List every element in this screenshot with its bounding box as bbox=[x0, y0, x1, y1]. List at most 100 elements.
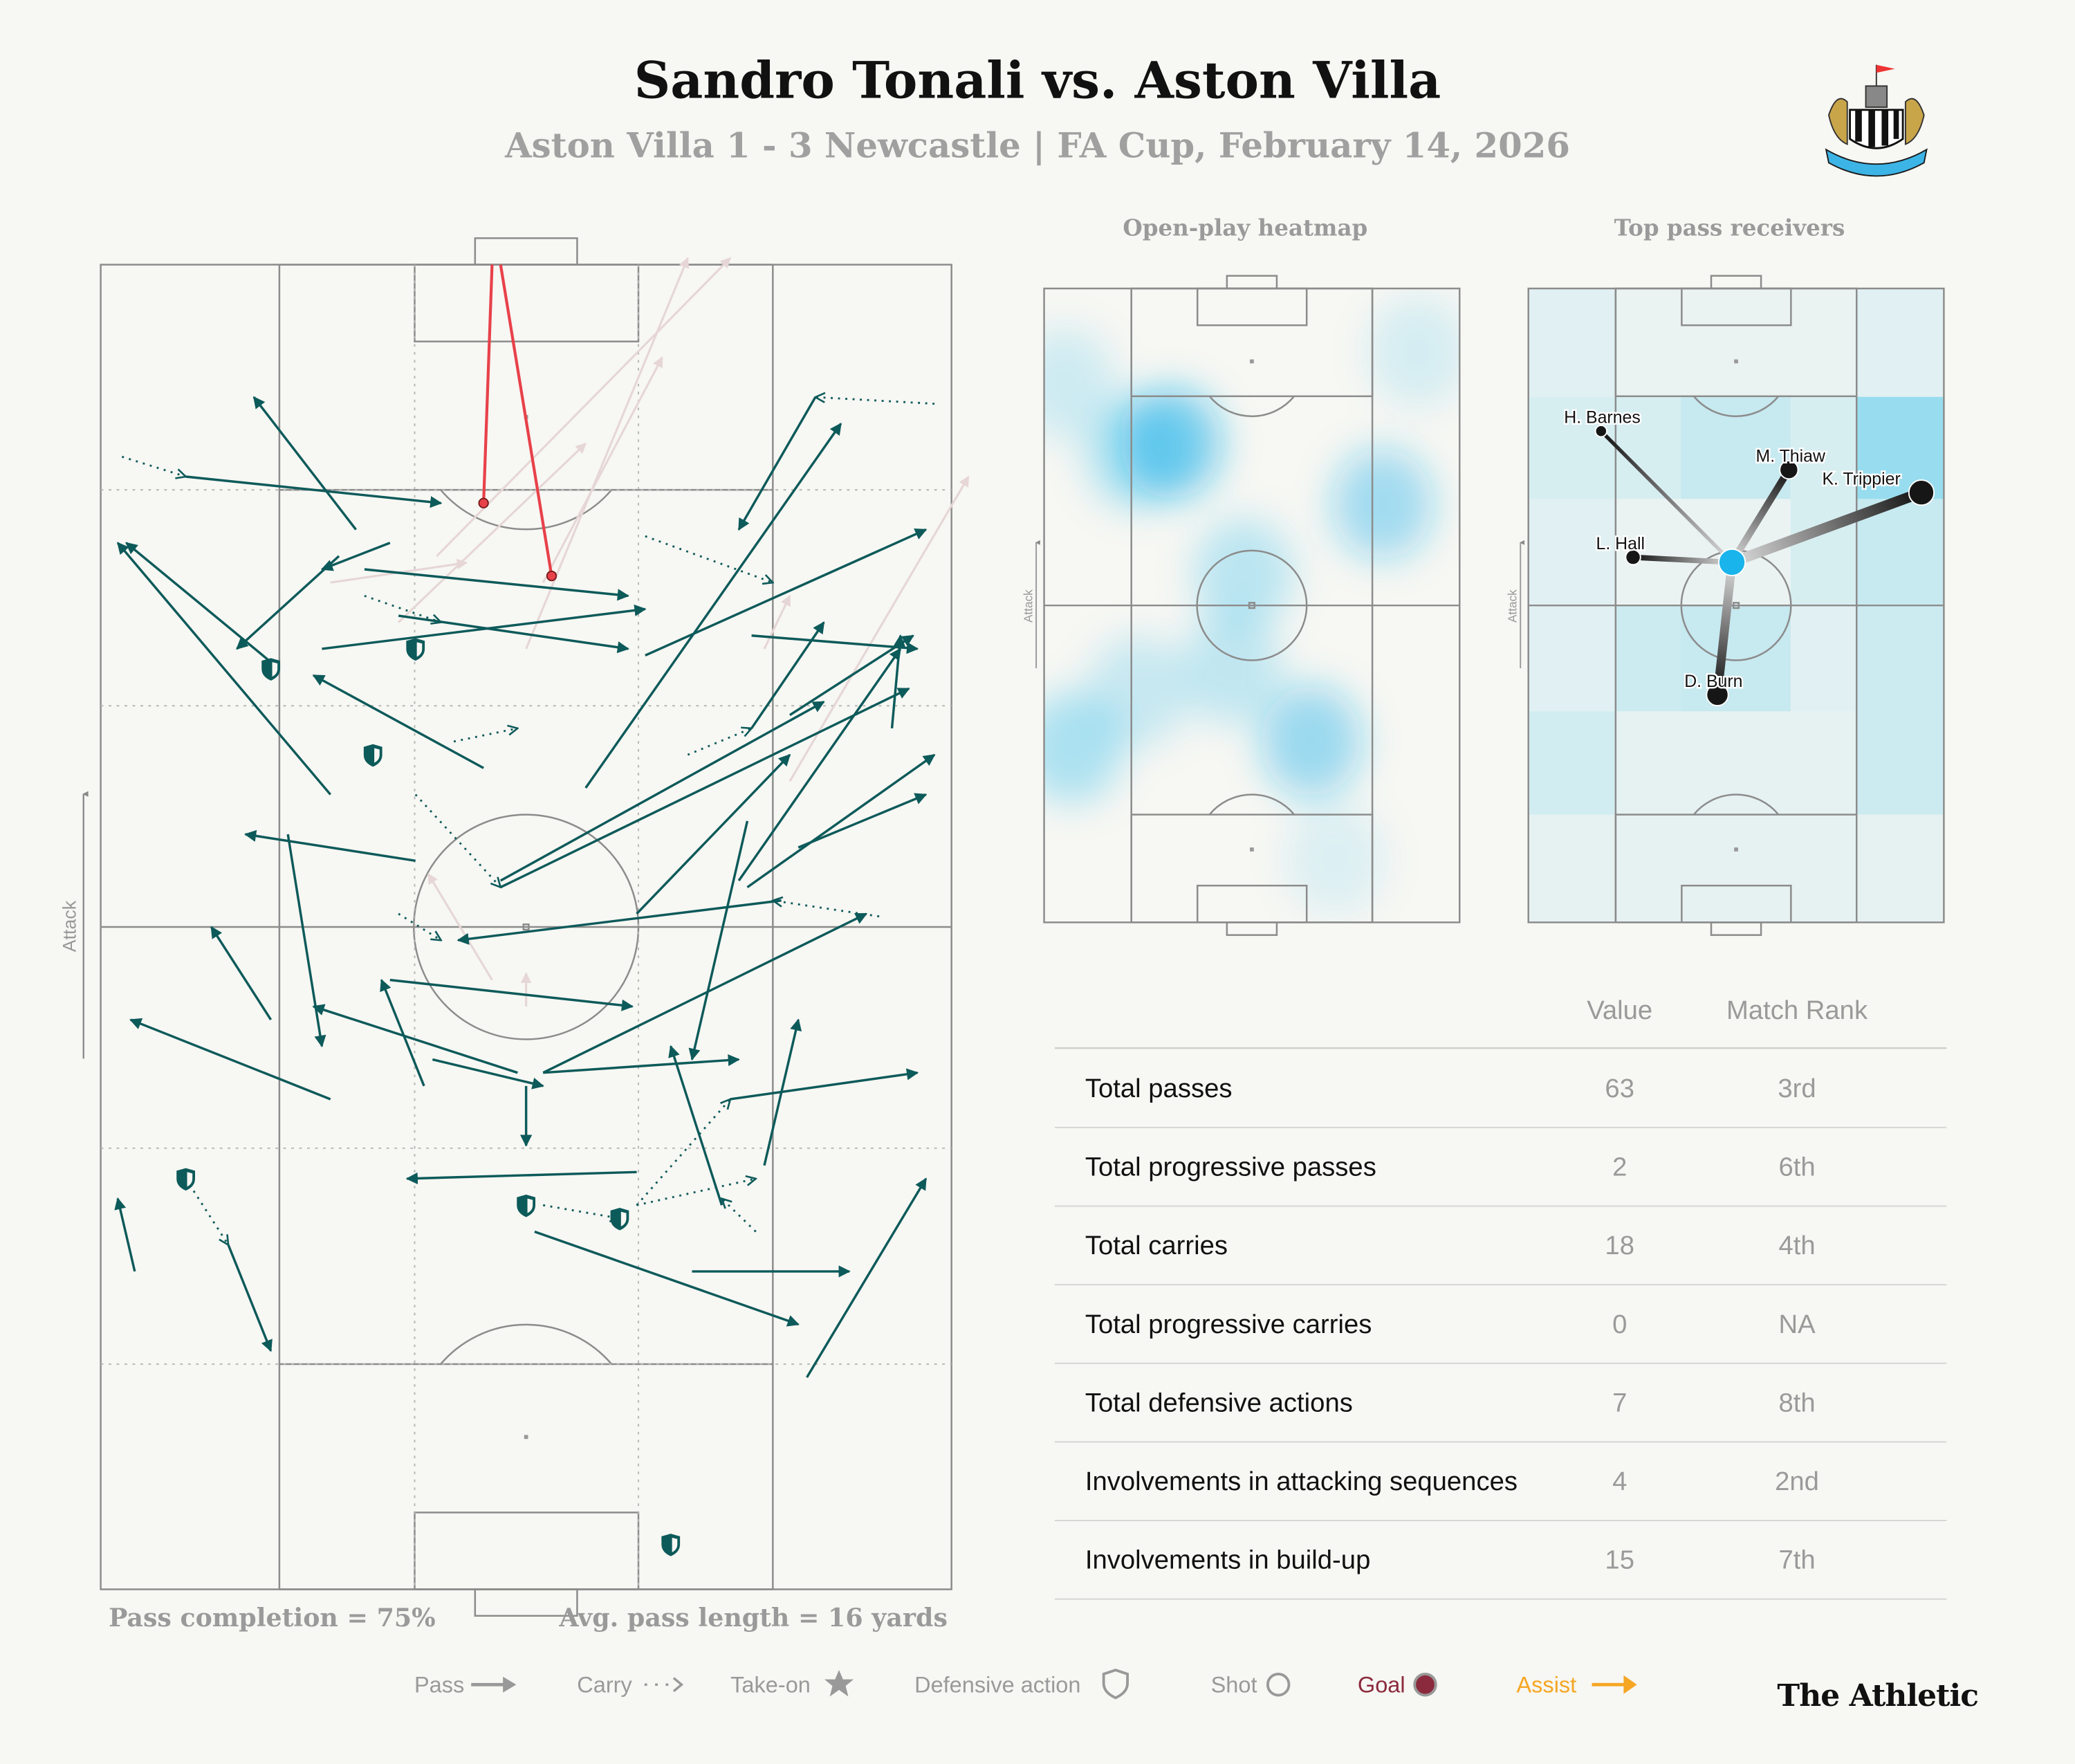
shield-highlight bbox=[620, 1211, 627, 1226]
pass-arrow bbox=[534, 1230, 800, 1327]
receiver-zone bbox=[1681, 288, 1791, 397]
shield-highlight bbox=[672, 1537, 678, 1552]
heat-spot bbox=[1367, 296, 1460, 407]
centre-spot bbox=[522, 923, 530, 931]
receiver-zone bbox=[1681, 605, 1791, 712]
table-row: Total carries 18 4th bbox=[1054, 1231, 1947, 1286]
stat-rank: NA bbox=[1778, 1310, 1816, 1339]
pass-arrow bbox=[236, 555, 340, 650]
receiver-node bbox=[1625, 549, 1641, 566]
receiver-zone bbox=[1856, 814, 1944, 923]
shot-line bbox=[499, 264, 553, 576]
table-row: Involvements in attacking sequences 4 2nd bbox=[1054, 1467, 1947, 1521]
page-subtitle: Aston Villa 1 - 3 Newcastle | FA Cup, Fe… bbox=[504, 125, 1570, 167]
defensive-action-shield-icon bbox=[406, 638, 425, 661]
pass-arrow bbox=[364, 568, 629, 601]
receiver-zone bbox=[1528, 396, 1616, 499]
receiver-zone bbox=[1856, 605, 1944, 712]
penalty-arc bbox=[440, 1323, 613, 1365]
heat-spot bbox=[1261, 685, 1362, 797]
receiver-name: H. Barnes bbox=[1564, 408, 1641, 428]
legend-pass: Pass bbox=[414, 1673, 464, 1698]
defensive-action-shield-icon bbox=[176, 1168, 196, 1191]
receiver-zone bbox=[1615, 605, 1681, 712]
pass-arrow bbox=[210, 926, 273, 1021]
pass-link bbox=[1599, 430, 1733, 564]
pass-arrow bbox=[252, 396, 357, 531]
pass-arrow bbox=[456, 899, 782, 945]
carry-arrow bbox=[645, 535, 773, 582]
penalty-arc bbox=[1208, 396, 1295, 417]
receiver-zone bbox=[1528, 288, 1616, 397]
receiver-zone bbox=[1790, 814, 1857, 923]
receiver-zone bbox=[1615, 814, 1681, 923]
receiver-node bbox=[1908, 479, 1935, 506]
pass-arrow bbox=[746, 753, 936, 888]
pass-arrow bbox=[116, 542, 332, 796]
defensive-action-shield-icon bbox=[610, 1208, 629, 1231]
pass-arrow bbox=[737, 396, 817, 531]
shot-origin-circle bbox=[478, 497, 489, 508]
penalty-spot bbox=[1250, 847, 1254, 852]
carry-arrow bbox=[121, 455, 185, 477]
legend-carry: Carry bbox=[577, 1673, 632, 1698]
stat-rank: 8th bbox=[1778, 1388, 1815, 1417]
the-athletic-logo: The Athletic bbox=[1777, 1678, 1978, 1714]
pass-arrow bbox=[636, 753, 791, 915]
carry-arrow bbox=[542, 1204, 620, 1218]
centre-spot bbox=[1248, 602, 1255, 609]
stats-table: Value Match Rank Total passes 63 3rdTotal … bbox=[1054, 995, 1947, 1600]
pass-arrow bbox=[688, 820, 749, 1061]
table-row: Involvements in build-up 15 7th bbox=[1054, 1545, 1947, 1600]
failed-pass-arrow bbox=[763, 594, 791, 650]
stat-label: Involvements in attacking sequences bbox=[1085, 1467, 1518, 1496]
pass-arrow bbox=[286, 834, 326, 1048]
penalty-arc bbox=[1693, 793, 1780, 816]
receiver-zone bbox=[1681, 396, 1791, 499]
stat-value: 4 bbox=[1612, 1467, 1627, 1496]
carry-arrow bbox=[815, 397, 935, 405]
receiver-zone bbox=[1681, 711, 1791, 815]
penalty-arc bbox=[440, 489, 613, 531]
pass-arrow bbox=[543, 1054, 740, 1074]
legend-goal: Goal bbox=[1358, 1673, 1405, 1698]
defensive-action-shield-icon bbox=[661, 1534, 681, 1556]
stat-value: 15 bbox=[1605, 1545, 1634, 1575]
heat-spot bbox=[1181, 613, 1282, 725]
carry-arrow bbox=[687, 728, 751, 756]
receivers-pitch bbox=[1527, 275, 1945, 936]
centre-circle bbox=[413, 814, 640, 1040]
pass-arrowhead-icon bbox=[503, 1676, 517, 1693]
carry-arrow bbox=[636, 1099, 730, 1206]
goal bbox=[474, 1588, 578, 1617]
pass-arrow bbox=[499, 701, 825, 882]
heatmap-title: Open-play heatmap bbox=[1123, 214, 1367, 241]
col-header-rank: Match Rank bbox=[1726, 995, 1868, 1025]
shield-highlight bbox=[416, 642, 423, 657]
shield-highlight bbox=[374, 748, 380, 763]
pass-arrow bbox=[312, 674, 484, 769]
shield-highlight bbox=[527, 1198, 533, 1213]
stat-label: Involvements in build-up bbox=[1085, 1545, 1370, 1575]
pass-arrow bbox=[227, 1244, 273, 1352]
legend: Pass Carry Take-on Defensive action Shot… bbox=[414, 1669, 1637, 1700]
failed-pass-arrow bbox=[427, 873, 493, 981]
tonali-node bbox=[1717, 548, 1746, 576]
pass-link bbox=[1713, 562, 1737, 696]
pass-arrow bbox=[750, 621, 825, 729]
receiver-zone bbox=[1615, 711, 1681, 815]
pass-arrow bbox=[125, 542, 272, 663]
receiver-zone bbox=[1856, 711, 1944, 815]
pass-completion: Pass completion = 75% bbox=[109, 1603, 436, 1633]
shot-line bbox=[482, 264, 494, 504]
page-title: Sandro Tonali vs. Aston Villa bbox=[634, 52, 1441, 111]
carry-arrow bbox=[453, 728, 517, 743]
centre-circle bbox=[1196, 549, 1308, 661]
goal bbox=[474, 237, 578, 266]
pass-arrow bbox=[730, 1068, 919, 1101]
pass-arrow bbox=[398, 614, 629, 654]
receiver-node bbox=[1779, 459, 1799, 480]
legend-assist: Assist bbox=[1516, 1673, 1576, 1698]
pass-link bbox=[1730, 487, 1924, 568]
pass-arrow bbox=[737, 647, 902, 882]
